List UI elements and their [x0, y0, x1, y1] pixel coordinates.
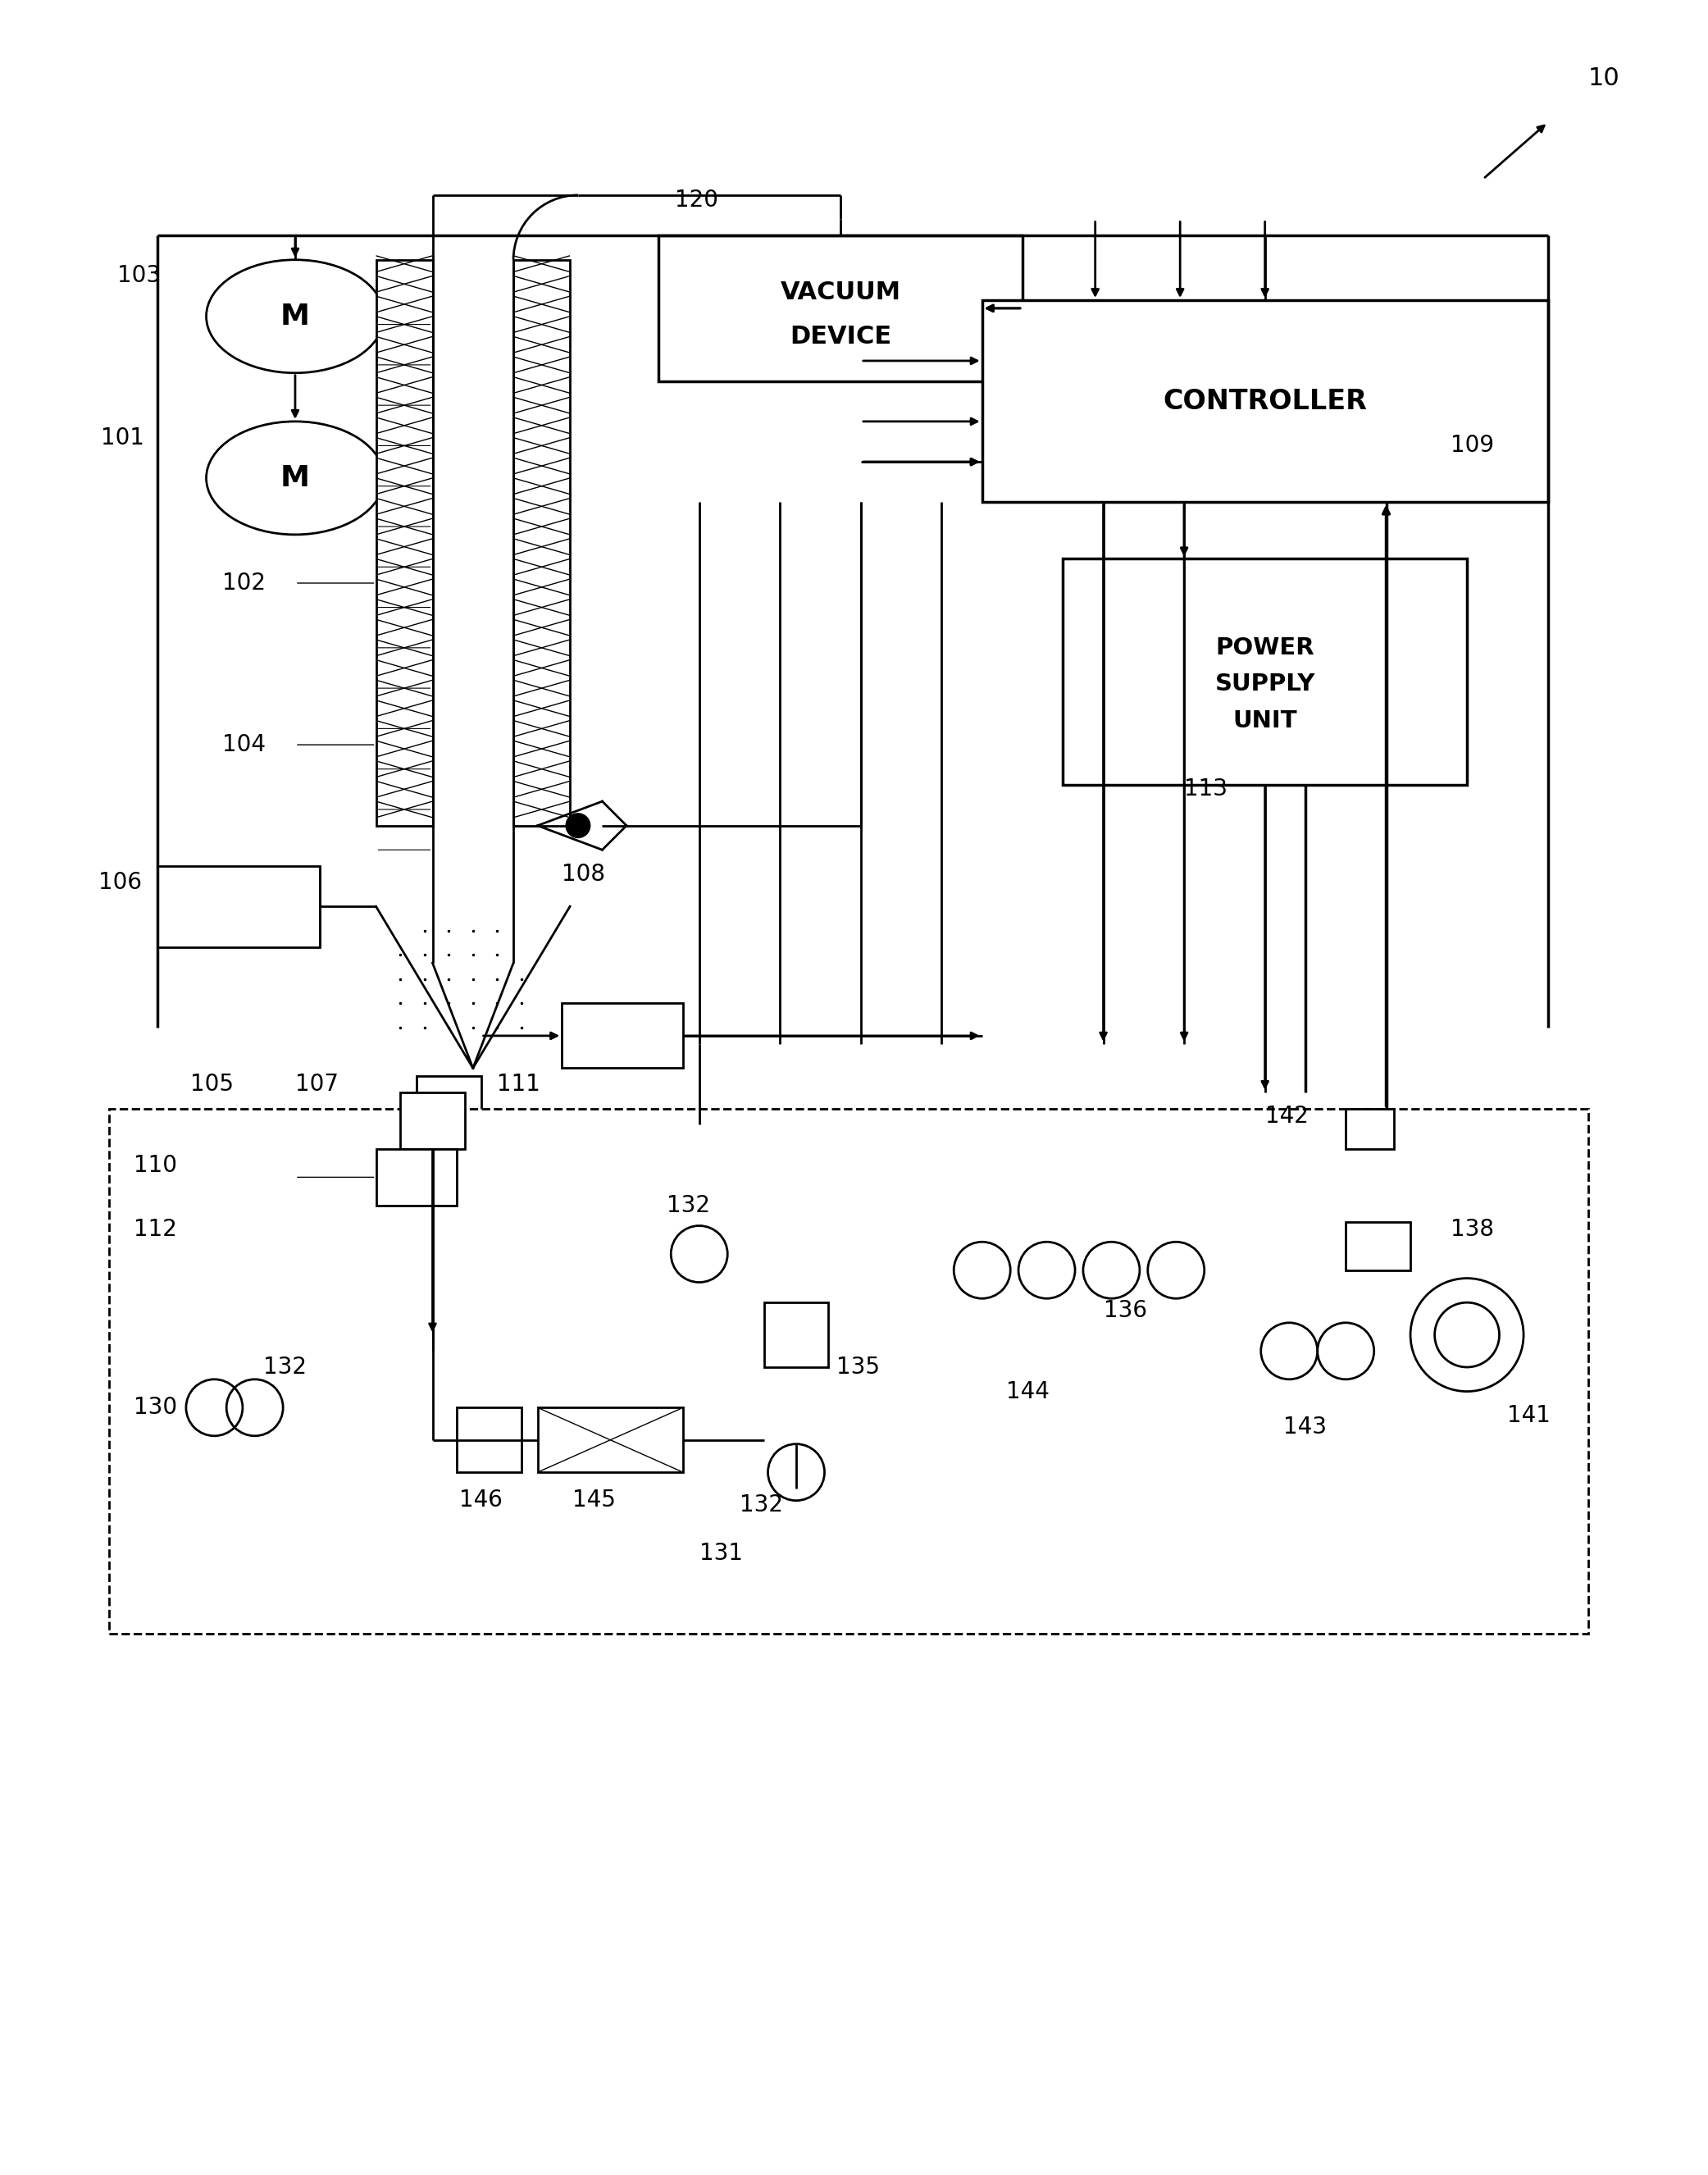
Text: 10: 10: [1588, 65, 1619, 89]
FancyBboxPatch shape: [109, 1109, 1588, 1633]
FancyBboxPatch shape: [1346, 1222, 1411, 1270]
Text: 108: 108: [562, 863, 605, 885]
Text: 109: 109: [1450, 435, 1494, 457]
FancyBboxPatch shape: [157, 866, 319, 946]
Text: 107: 107: [295, 1072, 338, 1096]
Text: 105: 105: [190, 1072, 234, 1096]
FancyBboxPatch shape: [562, 1003, 683, 1068]
Text: 144: 144: [1006, 1379, 1050, 1403]
Ellipse shape: [207, 259, 384, 372]
FancyBboxPatch shape: [1062, 559, 1467, 785]
Text: 142: 142: [1266, 1105, 1308, 1129]
Text: 130: 130: [133, 1396, 178, 1418]
Text: VACUUM: VACUUM: [781, 281, 902, 304]
FancyBboxPatch shape: [376, 259, 432, 826]
Text: 136: 136: [1103, 1298, 1146, 1322]
Text: 106: 106: [97, 870, 142, 894]
Text: 132: 132: [740, 1492, 782, 1516]
FancyBboxPatch shape: [400, 1092, 465, 1148]
FancyBboxPatch shape: [763, 1303, 828, 1368]
Text: 131: 131: [699, 1542, 743, 1564]
Text: 111: 111: [497, 1072, 540, 1096]
Text: 103: 103: [118, 265, 161, 287]
FancyBboxPatch shape: [417, 1077, 482, 1124]
Text: POWER: POWER: [1216, 637, 1315, 659]
Text: 132: 132: [263, 1355, 306, 1379]
FancyBboxPatch shape: [982, 300, 1547, 502]
Text: 120: 120: [675, 189, 719, 211]
Text: 138: 138: [1450, 1218, 1494, 1242]
Text: CONTROLLER: CONTROLLER: [1163, 387, 1366, 415]
Text: 141: 141: [1508, 1405, 1551, 1427]
Text: SUPPLY: SUPPLY: [1214, 672, 1315, 696]
Text: 145: 145: [572, 1488, 617, 1512]
FancyBboxPatch shape: [538, 1407, 683, 1472]
FancyBboxPatch shape: [514, 259, 570, 826]
Text: 143: 143: [1284, 1416, 1327, 1438]
Text: 102: 102: [222, 572, 266, 594]
Text: M: M: [280, 302, 309, 331]
Circle shape: [565, 813, 591, 837]
Text: 101: 101: [101, 426, 145, 448]
Text: UNIT: UNIT: [1233, 709, 1296, 733]
Text: 132: 132: [666, 1194, 711, 1218]
Ellipse shape: [207, 422, 384, 535]
FancyBboxPatch shape: [456, 1407, 521, 1472]
Text: M: M: [280, 463, 309, 492]
Text: 113: 113: [1184, 776, 1228, 800]
FancyBboxPatch shape: [1346, 1109, 1394, 1148]
Text: 146: 146: [459, 1488, 502, 1512]
Text: 135: 135: [837, 1355, 880, 1379]
FancyBboxPatch shape: [376, 1148, 456, 1205]
Text: DEVICE: DEVICE: [789, 324, 892, 348]
Text: 110: 110: [133, 1153, 178, 1177]
Text: 104: 104: [222, 733, 266, 757]
FancyBboxPatch shape: [659, 235, 1023, 381]
Text: 112: 112: [133, 1218, 178, 1242]
